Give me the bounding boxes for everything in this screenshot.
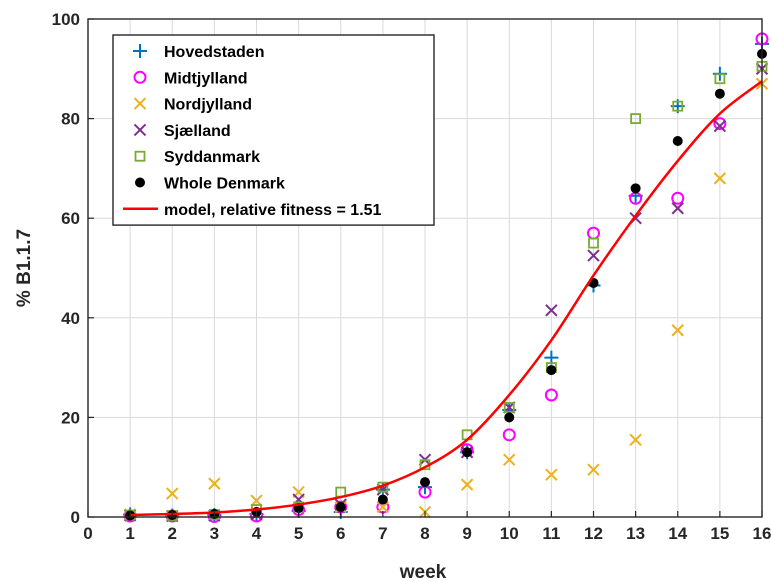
data-point — [462, 447, 473, 458]
legend-marker — [134, 150, 146, 162]
data-point — [503, 402, 515, 413]
data-point — [545, 468, 558, 481]
x-tick-label: 10 — [500, 524, 519, 543]
data-point — [671, 324, 684, 337]
data-point — [545, 304, 558, 317]
y-tick-label: 40 — [61, 309, 80, 328]
y-axis-label: % B1.1.7 — [14, 229, 35, 307]
data-point — [335, 502, 346, 513]
legend-marker — [133, 70, 147, 84]
legend-item: Hovedstaden — [133, 44, 264, 61]
x-tick-label: 12 — [584, 524, 603, 543]
x-tick-label: 1 — [125, 524, 134, 543]
x-tick-label: 15 — [710, 524, 729, 543]
data-point — [377, 494, 388, 505]
legend-label: Whole Denmark — [164, 176, 285, 193]
data-point — [588, 237, 599, 249]
y-tick-label: 80 — [61, 110, 80, 129]
data-point — [672, 100, 684, 112]
data-point — [376, 500, 390, 514]
x-tick-label: 13 — [626, 524, 645, 543]
data-point — [713, 119, 727, 133]
legend-item: model, relative fitness = 1.51 — [123, 202, 382, 219]
data-point — [630, 113, 642, 124]
x-tick-label: 0 — [83, 524, 92, 543]
data-point — [630, 183, 641, 194]
legend-item: Midtjylland — [133, 70, 248, 87]
legend-marker — [133, 44, 147, 58]
data-point — [672, 136, 683, 147]
x-tick-label: 5 — [294, 524, 303, 543]
legend-label: Sjælland — [164, 123, 231, 140]
legend-label: Hovedstaden — [164, 44, 264, 61]
x-tick-label: 8 — [420, 524, 429, 543]
legend-label: Nordjylland — [164, 97, 252, 114]
x-tick-label: 2 — [168, 524, 177, 543]
x-tick-label: 9 — [462, 524, 471, 543]
legend-marker — [133, 123, 147, 137]
x-tick-label: 16 — [753, 524, 771, 543]
data-point — [166, 487, 179, 500]
data-point — [629, 433, 642, 447]
data-point — [671, 202, 684, 215]
data-point — [714, 73, 726, 85]
data-point — [713, 117, 727, 131]
x-tick-label: 3 — [210, 524, 219, 543]
x-tick-label: 11 — [542, 524, 560, 543]
data-point — [713, 172, 727, 185]
y-tick-label: 20 — [61, 408, 80, 427]
data-point — [502, 428, 516, 442]
data-point — [503, 453, 516, 466]
legend-item: Nordjylland — [133, 97, 252, 114]
data-point — [420, 477, 430, 488]
data-point — [714, 88, 725, 99]
legend-box — [112, 34, 435, 226]
data-point — [544, 388, 558, 402]
x-axis-label: week — [399, 562, 447, 581]
data-point — [460, 478, 474, 491]
model-curve — [130, 80, 763, 517]
legend-marker — [135, 177, 145, 188]
data-point — [671, 191, 685, 205]
legend-label: Syddanmark — [164, 149, 260, 166]
legend-item: Sjælland — [133, 123, 231, 140]
legend-marker — [133, 97, 147, 110]
data-point — [208, 477, 221, 490]
legend-item: Whole Denmark — [135, 176, 285, 193]
legend: Hovedstaden Midtjylland Nordjylland Sjællan… — [112, 34, 435, 226]
x-tick-label: 6 — [336, 524, 345, 543]
data-point — [504, 412, 515, 423]
data-point — [546, 365, 557, 376]
legend-label: model, relative fitness = 1.51 — [164, 202, 382, 219]
legend-item: Syddanmark — [134, 149, 260, 166]
y-tick-label: 60 — [61, 209, 80, 228]
data-point — [587, 249, 600, 262]
legend-label: Midtjylland — [164, 70, 248, 87]
y-tick-label: 0 — [71, 508, 80, 527]
data-point — [587, 463, 600, 476]
y-tick-label: 100 — [52, 10, 80, 29]
x-tick-label: 14 — [668, 524, 687, 543]
x-tick-label: 4 — [252, 524, 262, 543]
x-tick-label: 7 — [378, 524, 387, 543]
